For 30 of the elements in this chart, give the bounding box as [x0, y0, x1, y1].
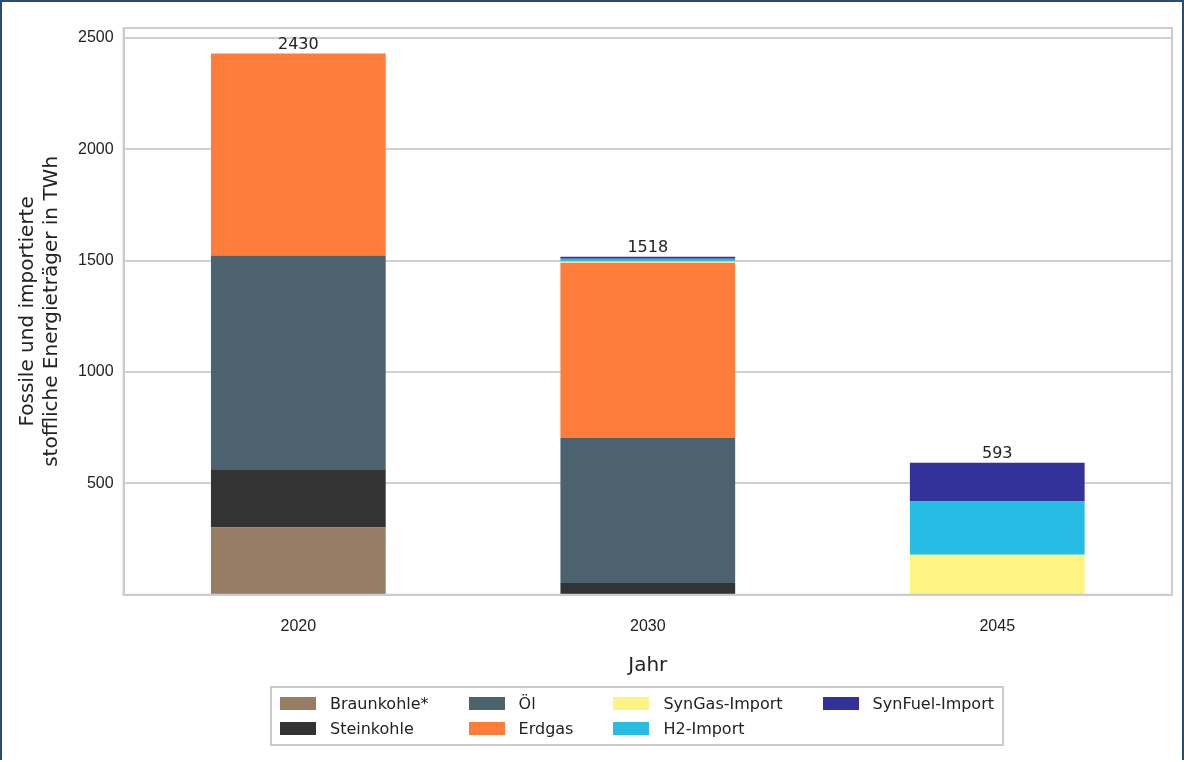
x-axis-title: Jahr: [626, 652, 669, 677]
x-tick-label: 2030: [630, 616, 666, 634]
x-tick-label: 2045: [979, 616, 1016, 634]
y-axis-title: Fossile und importierte stoffliche Energieträger in TWh: [14, 155, 63, 467]
legend-label: Steinkohle: [330, 719, 414, 738]
x-tick-label: 2020: [280, 616, 317, 634]
total-label: 593: [981, 442, 1013, 462]
y-tick-label: 1000: [78, 362, 114, 380]
total-label: 1518: [627, 236, 669, 256]
total-label: 2430: [277, 33, 319, 53]
bar: [210, 470, 386, 528]
legend-label: H2-Import: [663, 719, 745, 738]
y-tick-label: 2500: [78, 28, 114, 46]
bar: [210, 255, 386, 471]
y-tick-label: 2000: [78, 139, 114, 157]
legend-label: Braunkohle*: [330, 694, 429, 713]
y-tick-label: 500: [86, 473, 114, 491]
bar: [909, 554, 1085, 595]
bar: [909, 501, 1085, 555]
legend-label: Öl: [518, 694, 536, 713]
legend-label: SynGas-Import: [663, 694, 783, 713]
bar: [560, 262, 736, 439]
y-tick-label: 1500: [78, 251, 114, 269]
legend-label: SynFuel-Import: [872, 694, 995, 713]
bar: [909, 462, 1085, 502]
bar: [560, 438, 736, 583]
bar: [210, 53, 386, 256]
bar: [210, 527, 386, 595]
legend-label: Erdgas: [518, 719, 574, 738]
bar: [560, 583, 736, 595]
